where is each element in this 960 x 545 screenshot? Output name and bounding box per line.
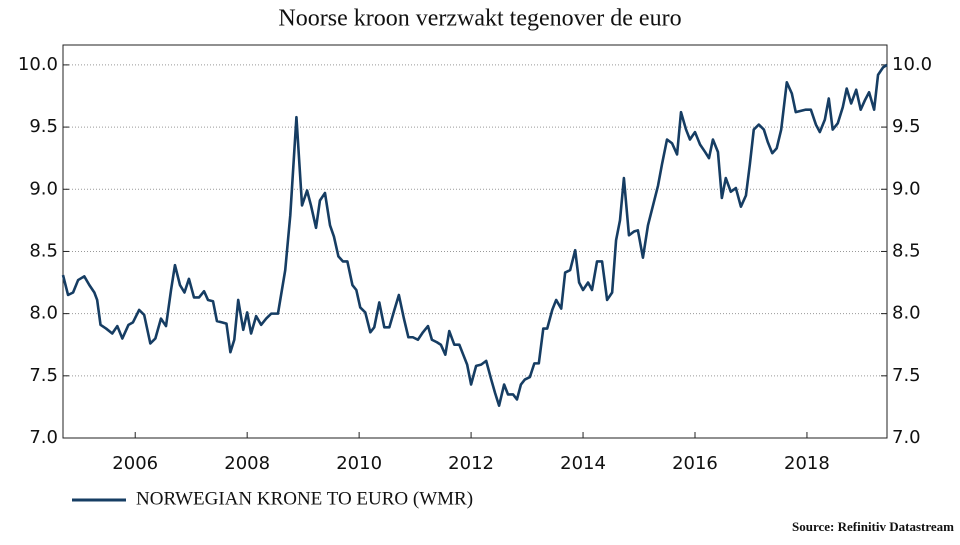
plot-frame — [62, 44, 888, 439]
y-tick-label: 9.0 — [29, 178, 58, 199]
x-tick-label: 2018 — [784, 453, 830, 474]
x-tick-label: 2012 — [448, 453, 494, 474]
line-series — [61, 63, 888, 407]
x-tick-label: 2010 — [336, 453, 382, 474]
y-tick-label: 7.0 — [29, 427, 58, 448]
y2-tick-label: 9.0 — [892, 178, 921, 199]
y2-tick-label: 8.0 — [892, 303, 921, 324]
y2-tick-label: 7.5 — [892, 365, 921, 386]
y2-tick-label: 9.5 — [892, 116, 921, 137]
y-tick-label: 8.0 — [29, 303, 58, 324]
y2-tick-label: 8.5 — [892, 240, 921, 261]
source: Source: Refinitiv Datastream — [792, 519, 954, 534]
y-tick-label: 7.5 — [29, 365, 58, 386]
y2-tick-label: 7.0 — [892, 427, 921, 448]
y-tick-label: 10.0 — [18, 54, 58, 75]
x-tick-label: 2016 — [672, 453, 718, 474]
y-tick-label: 8.5 — [29, 240, 58, 261]
chart-title: Noorse kroon verzwakt tegenover de euro — [278, 6, 681, 32]
x-tick-label: 2006 — [112, 453, 158, 474]
legend-label: NORWEGIAN KRONE TO EURO (WMR) — [136, 488, 473, 509]
y-tick-label: 9.5 — [29, 116, 58, 137]
y2-tick-label: 10.0 — [892, 54, 932, 75]
x-tick-label: 2014 — [560, 453, 606, 474]
x-tick-label: 2008 — [224, 453, 270, 474]
